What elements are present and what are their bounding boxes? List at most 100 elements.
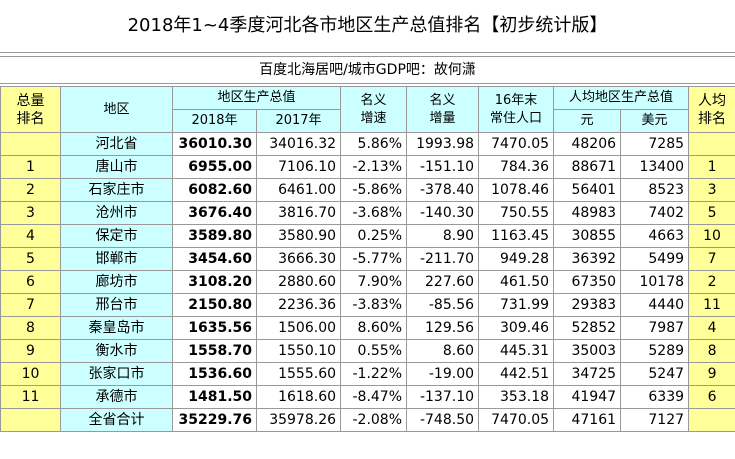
cell: 129.56: [406, 316, 480, 340]
cell: -211.70: [406, 247, 480, 271]
cell: 6: [0, 270, 61, 294]
cell: 10: [0, 362, 61, 386]
cell: 3580.90: [255, 224, 342, 248]
cell: 2: [688, 270, 735, 294]
cell: 1618.60: [255, 385, 342, 409]
cell: 52852: [553, 316, 622, 340]
cell: 6461.00: [255, 178, 342, 202]
cell: 35003: [553, 339, 622, 363]
cell: 3108.20: [172, 270, 257, 294]
cell: 4: [0, 224, 61, 248]
cell: 3666.30: [255, 247, 342, 271]
cell: -378.40: [406, 178, 480, 202]
table-row: 6 廊坊市 3108.20 2880.60 7.90% 227.60 461.50 67350…: [0, 270, 735, 294]
cell: 6082.60: [172, 178, 257, 202]
cell: 承德市: [60, 385, 173, 409]
cell: 8: [688, 339, 735, 363]
header-line: 排名: [698, 110, 727, 127]
cell: 3676.40: [172, 201, 257, 225]
cell: -3.68%: [340, 201, 408, 225]
cell: 1555.60: [255, 362, 342, 386]
cell: 5247: [620, 362, 690, 386]
cell: 309.46: [478, 316, 555, 340]
cell: 36010.30: [172, 132, 257, 156]
cell: 1: [688, 155, 735, 179]
cell: 36392: [553, 247, 622, 271]
cell: 6339: [620, 385, 690, 409]
header-cell: 人均 排名: [688, 86, 735, 133]
header-cell: 美元: [620, 109, 690, 133]
cell: 秦皇岛市: [60, 316, 173, 340]
cell: 衡水市: [60, 339, 173, 363]
cell: 1506.00: [255, 316, 342, 340]
cell: 9: [0, 339, 61, 363]
cell: -140.30: [406, 201, 480, 225]
cell: 1: [0, 155, 61, 179]
header-cell: 16年末 常住人口: [478, 86, 555, 133]
cell: [688, 408, 735, 432]
cell: 2: [0, 178, 61, 202]
header-line: 名义: [360, 92, 387, 108]
cell: 11: [688, 293, 735, 317]
cell: 30855: [553, 224, 622, 248]
cell: -5.86%: [340, 178, 408, 202]
cell: 29383: [553, 293, 622, 317]
cell: 7987: [620, 316, 690, 340]
cell: 2236.36: [255, 293, 342, 317]
cell: 227.60: [406, 270, 480, 294]
cell: 47161: [553, 408, 622, 432]
cell: 廊坊市: [60, 270, 173, 294]
cell: -151.10: [406, 155, 480, 179]
table-row: 4 保定市 3589.80 3580.90 0.25% 8.90 1163.45 30855 4…: [0, 224, 735, 248]
cell: -85.56: [406, 293, 480, 317]
cell: 1635.56: [172, 316, 257, 340]
cell: 461.50: [478, 270, 555, 294]
cell: 8523: [620, 178, 690, 202]
cell: 5.86%: [340, 132, 408, 156]
table-row: 3 沧州市 3676.40 3816.70 -3.68% -140.30 750.55 489…: [0, 201, 735, 225]
cell: 56401: [553, 178, 622, 202]
header-line: 16年末: [494, 92, 538, 108]
table-row: 河北省 36010.30 34016.32 5.86% 1993.98 7470.05 48…: [0, 132, 735, 156]
title: 2018年1~4季度河北各市地区生产总值排名【初步统计版】: [0, 0, 735, 53]
header-line: 增量: [429, 110, 456, 126]
cell: 邢台市: [60, 293, 173, 317]
cell: 88671: [553, 155, 622, 179]
cell: 949.28: [478, 247, 555, 271]
cell: 34016.32: [255, 132, 342, 156]
cell: 4440: [620, 293, 690, 317]
header-cell: 人均地区生产总值: [553, 86, 690, 110]
cell: [0, 408, 61, 432]
header-cell: 名义 增速: [340, 86, 408, 133]
table-row: 7 邢台市 2150.80 2236.36 -3.83% -85.56 731.99 2938…: [0, 293, 735, 317]
cell: 13400: [620, 155, 690, 179]
cell: 35229.76: [172, 408, 257, 432]
cell: 1078.46: [478, 178, 555, 202]
cell: 全省合计: [60, 408, 173, 432]
cell: 7: [0, 293, 61, 317]
cell: 750.55: [478, 201, 555, 225]
cell: 1163.45: [478, 224, 555, 248]
cell: 34725: [553, 362, 622, 386]
cell: 353.18: [478, 385, 555, 409]
header-line: 排名: [16, 110, 45, 127]
table-row: 9 衡水市 1558.70 1550.10 0.55% 8.60 445.31 35003 52…: [0, 339, 735, 363]
cell: 保定市: [60, 224, 173, 248]
cell: 3: [0, 201, 61, 225]
cell: 1558.70: [172, 339, 257, 363]
cell: 67350: [553, 270, 622, 294]
cell: 2150.80: [172, 293, 257, 317]
cell: 8.90: [406, 224, 480, 248]
cell: 3: [688, 178, 735, 202]
table-row: 1 唐山市 6955.00 7106.10 -2.13% -151.10 784.36 886…: [0, 155, 735, 179]
cell: 41947: [553, 385, 622, 409]
cell: 6955.00: [172, 155, 257, 179]
cell: 邯郸市: [60, 247, 173, 271]
header-line: 人均: [698, 92, 727, 109]
table-row: 10 张家口市 1536.60 1555.60 -1.22% -19.00 442.51 34…: [0, 362, 735, 386]
cell: 1993.98: [406, 132, 480, 156]
cell: 7285: [620, 132, 690, 156]
ranking-table: 总量 排名 地区 地区生产总值 名义 增速 名义 增量 16年末 常住人口 人均地区生产总值 人均 排名…: [0, 86, 735, 432]
cell: 7.90%: [340, 270, 408, 294]
header-cell: 地区: [60, 86, 173, 133]
